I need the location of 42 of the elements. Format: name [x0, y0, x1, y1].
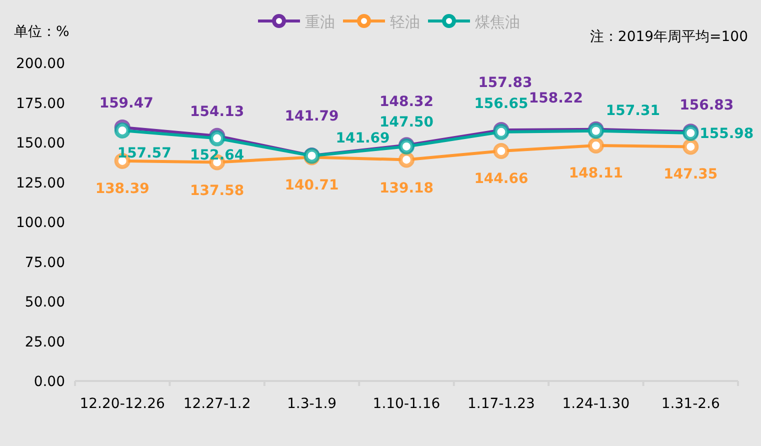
- y-tick-label: 50.00: [24, 294, 65, 310]
- data-label: 155.98: [700, 126, 754, 142]
- data-label: 139.18: [379, 180, 434, 197]
- data-label: 159.47: [99, 95, 154, 112]
- data-label: 138.39: [95, 180, 150, 197]
- y-tick-label: 75.00: [24, 254, 65, 271]
- legend-label: 重油: [305, 13, 335, 31]
- x-tick-label: 1.10-1.16: [372, 396, 440, 412]
- data-label: 147.35: [664, 166, 718, 183]
- y-tick-label: 150.00: [16, 136, 65, 152]
- y-tick-label: 25.00: [24, 334, 65, 350]
- text: 注：2019年周平均=100: [590, 29, 748, 45]
- x-tick-label: 1.24-1.30: [562, 396, 630, 412]
- data-label: 137.58: [190, 183, 244, 200]
- x-tick-label: 12.20-12.26: [80, 396, 166, 412]
- legend-label: 煤焦油: [475, 13, 520, 31]
- data-label: 157.31: [606, 102, 660, 119]
- y-tick-label: 175.00: [16, 96, 65, 112]
- legend-label: 轻油: [390, 13, 420, 31]
- x-tick-label: 12.27-1.2: [183, 396, 251, 412]
- data-label: 140.71: [284, 177, 339, 194]
- data-label: 147.50: [379, 114, 434, 130]
- y-tick-label: 125.00: [16, 175, 65, 192]
- x-tick-label: 1.17-1.23: [468, 396, 535, 412]
- y-tick-label: 0.00: [34, 374, 65, 390]
- data-label: 144.66: [474, 170, 528, 187]
- data-label: 156.83: [680, 98, 734, 114]
- text: 单位：%: [14, 24, 70, 40]
- data-label: 141.79: [284, 108, 339, 125]
- y-tick-label: 100.00: [16, 215, 65, 231]
- data-label: 157.83: [478, 75, 532, 92]
- data-label: 148.11: [568, 166, 623, 182]
- data-label: 148.32: [379, 94, 434, 110]
- data-label: 157.57: [117, 145, 172, 162]
- y-tick-label: 200.00: [16, 56, 65, 72]
- x-tick-label: 1.3-1.9: [286, 396, 337, 412]
- data-label: 141.69: [336, 130, 390, 147]
- data-label: 158.22: [528, 90, 583, 106]
- data-label: 156.65: [474, 96, 528, 112]
- x-tick-label: 1.31-2.6: [661, 396, 720, 412]
- data-label: 152.64: [190, 147, 244, 164]
- data-label: 154.13: [190, 104, 244, 120]
